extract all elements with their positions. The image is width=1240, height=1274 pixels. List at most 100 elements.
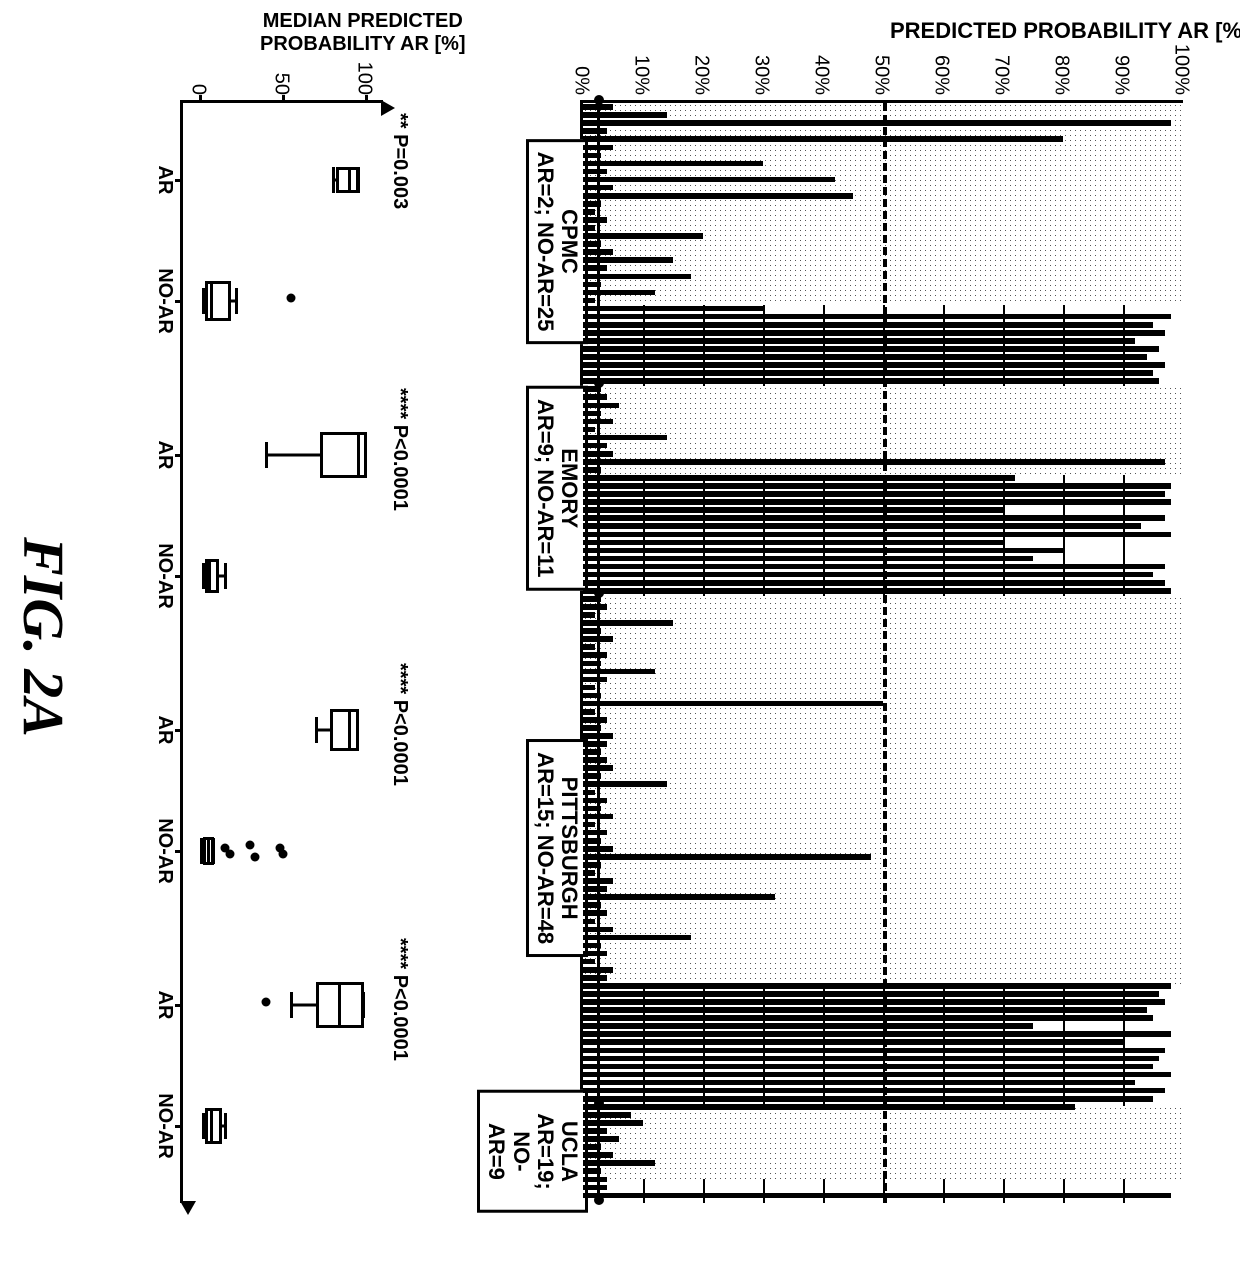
bar-ytick: 40% [810,43,833,95]
bar [583,403,619,409]
box [205,559,219,593]
group-counts: AR=15; NO-AR=48 [533,752,558,944]
whisker-cap [224,563,227,589]
bar [583,967,613,973]
outlier-dot [245,841,254,850]
box [203,837,214,865]
group-counts: AR=2; NO-AR=25 [533,152,558,332]
bar [583,580,1165,586]
whisker-cap [224,1113,227,1139]
median-line [208,562,211,590]
significance-label: **** P<0.0001 [388,663,411,786]
bar [583,540,1003,546]
bar [583,386,601,392]
bar [583,838,601,844]
bar [583,1031,1171,1037]
bar [583,717,607,723]
bar [583,790,595,796]
bar-ytick: 100% [1170,43,1193,95]
bar [583,338,1135,344]
bar [583,822,595,828]
bar [583,128,607,134]
bar [583,935,691,941]
median-line [207,840,210,862]
bar [583,870,595,876]
whisker-cap [235,288,238,314]
bar-ytick: 80% [1050,43,1073,95]
significance-label: **** P<0.0001 [388,938,411,1061]
outlier-dot [250,853,259,862]
bar [583,991,1159,997]
bar [583,378,1159,384]
bar [583,644,595,650]
bar [583,298,595,304]
bar [583,596,601,602]
bar [583,572,1153,578]
box-xlabel: NO-AR [153,543,176,609]
bar [583,1177,607,1183]
bar [583,919,595,925]
figure-caption: FIG. 2A [10,0,77,1274]
bar [583,636,613,642]
bar [583,451,613,457]
bar [583,983,1171,989]
bar [583,467,601,473]
bar [583,894,775,900]
bar [583,282,601,288]
bar [583,217,607,223]
outlier-dot [279,850,288,859]
bar [583,1152,613,1158]
significance-label: **** P<0.0001 [388,388,411,511]
bar-ytick: 60% [930,43,953,95]
median-line [210,284,213,318]
box [320,432,368,478]
group-counts: AR=9; NO-AR=11 [533,399,558,578]
box [330,709,359,751]
bar [583,1064,1153,1070]
whisker-cap [265,442,268,468]
box-ytick: 100 [353,55,376,95]
bar [583,902,601,908]
outlier-dot [225,850,234,859]
bar [583,362,1165,368]
bar [583,112,667,118]
group-counts: AR=19; NO-AR=9 [484,1113,557,1189]
bar [583,886,607,892]
bar [583,749,601,755]
group-name: CPMC [557,209,582,274]
whisker-cap [290,992,293,1018]
group-label-box: PITTSBURGHAR=15; NO-AR=48 [526,739,588,957]
bar [583,669,655,675]
bar [583,830,607,836]
bar [583,1056,1159,1062]
box-xlabel: AR [153,991,176,1020]
bar [583,322,1153,328]
bar [583,290,655,296]
median-line [348,712,351,748]
bar [583,910,607,916]
bar [583,741,607,747]
box-xlabel: NO-AR [153,268,176,334]
bar [583,1015,1153,1021]
box-xlabel: AR [153,166,176,195]
bar [583,814,613,820]
bar [583,733,613,739]
box-xlabel: NO-AR [153,818,176,884]
bar [583,1112,631,1118]
bar [583,781,667,787]
bar-ytick: 10% [630,43,653,95]
bar [583,330,1165,336]
whisker-cap [332,167,335,193]
bar [583,483,1171,489]
bar [583,411,601,417]
arrow-right-icon [180,1201,196,1215]
bar [583,523,1141,529]
bar [583,427,595,433]
bar [583,354,1147,360]
bar [583,677,607,683]
bar [583,491,1165,497]
bar [583,475,1015,481]
bar [583,370,1153,376]
box-plot-area: 050100** P=0.003ARNO-AR**** P<0.0001ARNO… [180,100,383,1203]
bar [583,169,607,175]
